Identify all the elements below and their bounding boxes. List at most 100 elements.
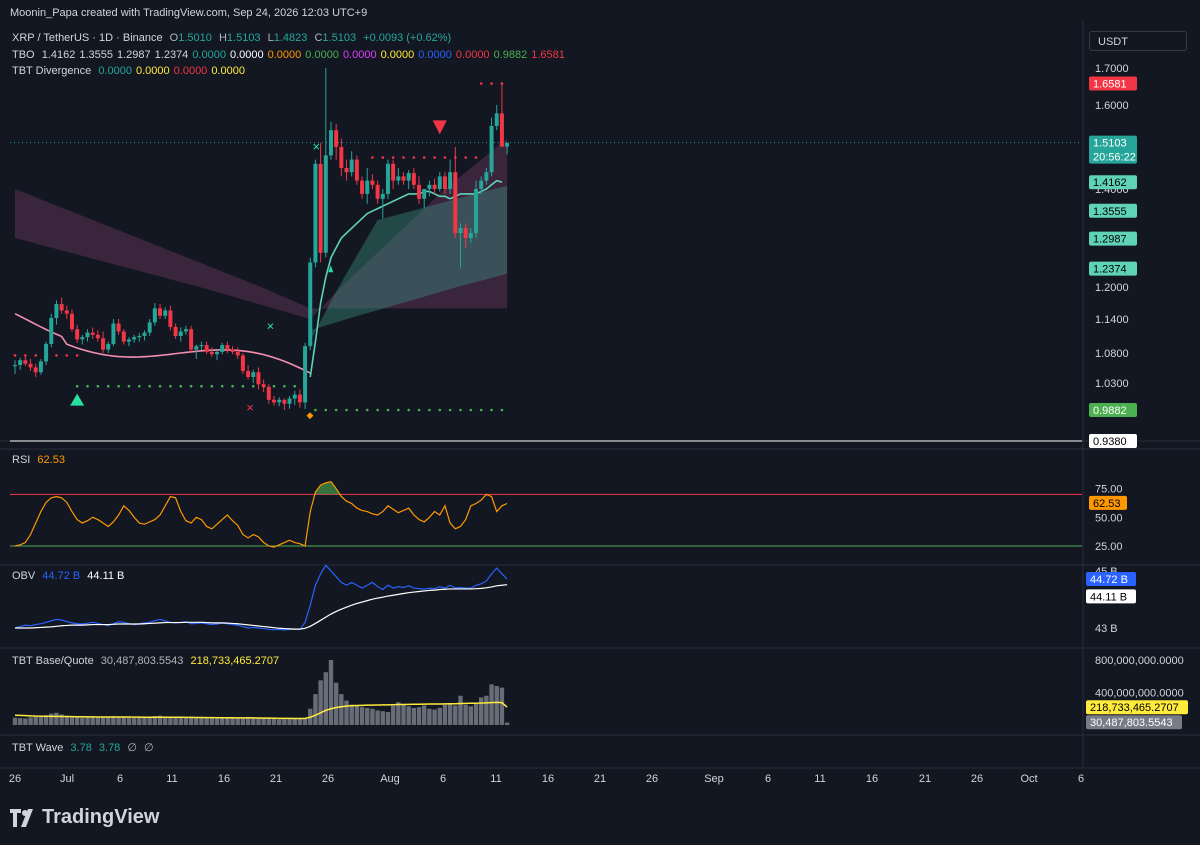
candle-body — [13, 365, 17, 367]
support-dots-late — [314, 408, 504, 412]
short-ema-cloud — [310, 185, 508, 342]
price-badge-bg — [1089, 135, 1137, 164]
obv-value: 44.72 B — [42, 570, 81, 582]
obv-label[interactable]: OBV — [12, 570, 36, 582]
candle-body — [121, 331, 126, 342]
volume-bar — [157, 715, 163, 725]
base-quote-legend: TBT Base/Quote 30,487,803.5543 218,733,4… — [12, 654, 283, 668]
time-axis-tick: 26 — [9, 773, 21, 785]
price-badge-bg — [1089, 203, 1137, 218]
candle-body — [256, 372, 261, 385]
sell-cross-marker: × — [246, 400, 254, 415]
volume-bar — [463, 704, 468, 725]
volume-bar — [85, 716, 90, 725]
volume-bar — [245, 716, 251, 725]
candle-body — [251, 372, 256, 377]
resistance-dots-top-dot — [490, 82, 493, 85]
creator-line: Moonin_Papa created with TradingView.com… — [10, 7, 368, 19]
volume-bar — [292, 718, 297, 725]
volume-bar — [365, 707, 370, 725]
price-badge-label: 0.9380 — [1093, 436, 1127, 448]
volume-bar — [168, 716, 173, 725]
volume-bar — [126, 717, 132, 725]
candle-body — [354, 159, 359, 181]
volume-bar — [204, 718, 209, 725]
candle-body — [225, 345, 230, 350]
volume-bar — [17, 718, 23, 725]
time-axis-tick: 21 — [919, 773, 931, 785]
candle-body — [152, 308, 157, 323]
resistance-dots-late — [371, 156, 478, 159]
support-dots-late-dot — [386, 408, 390, 412]
candle-body — [277, 399, 282, 403]
time-axis-tick: 21 — [594, 773, 606, 785]
candle-body — [64, 310, 69, 314]
close-label: C — [314, 32, 323, 44]
wave-label[interactable]: TBT Wave — [12, 742, 64, 754]
candle-body — [437, 176, 442, 189]
support-dots-late-dot — [345, 408, 348, 412]
divergence-label[interactable]: TBT Divergence — [12, 65, 92, 77]
volume-bar — [499, 687, 505, 725]
time-axis-tick: 6 — [117, 773, 123, 785]
price-badge-label: 1.5103 — [1093, 138, 1127, 150]
rsi-label[interactable]: RSI — [12, 454, 31, 466]
volume-bar — [313, 694, 318, 725]
candle-body — [406, 173, 411, 181]
tbo-value-5: 0.0000 — [229, 49, 264, 61]
support-dots-late-dot — [376, 408, 379, 412]
currency-button[interactable]: USDT — [1089, 31, 1187, 51]
price-badge-label: 1.2374 — [1093, 264, 1127, 276]
volume-bar — [100, 716, 106, 725]
tbo-value-6: 0.0000 — [267, 49, 302, 61]
candle-body — [235, 351, 240, 356]
volume-ma-badge-label: 218,733,465.2707 — [1090, 702, 1179, 714]
support-dots-late-dot — [438, 408, 442, 412]
volume-bar — [220, 717, 225, 725]
price-axis-tick: 1.7000 — [1095, 63, 1129, 75]
candle-body — [391, 163, 396, 181]
support-dots-mid — [75, 384, 307, 388]
support-dots-mid-dot — [200, 384, 203, 388]
candle-body — [80, 337, 85, 340]
divergence-legend: TBT Divergence 0.0000 0.0000 0.0000 0.0000 — [12, 64, 253, 78]
volume-bar — [111, 716, 116, 725]
time-axis-tick: 26 — [971, 773, 983, 785]
support-dots-mid-dot — [86, 384, 89, 388]
volume-bar — [261, 718, 266, 725]
price-axis-tick: 1.2000 — [1095, 282, 1129, 294]
candle-body — [163, 310, 168, 316]
candle-body — [266, 386, 271, 400]
support-dots-mid-dot — [293, 384, 297, 388]
divergence-values: 0.0000 0.0000 0.0000 0.0000 — [98, 65, 249, 77]
price-badge-label: 0.9882 — [1093, 405, 1127, 417]
rsi-axis-tick: 50.00 — [1095, 512, 1123, 524]
symbol-title[interactable]: XRP / TetherUS · 1D · Binance — [12, 32, 163, 44]
volume-bar — [43, 715, 49, 725]
volume-bar — [121, 717, 126, 725]
candle-body — [287, 398, 292, 404]
support-dots-late-dot — [324, 408, 328, 412]
base-quote-label[interactable]: TBT Base/Quote — [12, 655, 94, 667]
candle-body — [49, 317, 54, 344]
volume-bar — [401, 704, 406, 725]
volume-bar — [489, 684, 494, 725]
candle-body — [360, 180, 365, 194]
candle-body — [158, 308, 163, 316]
tbo-value-3: 1.2374 — [154, 49, 189, 61]
tradingview-logo[interactable]: TradingView — [10, 806, 159, 829]
price-axis-tick: 1.6000 — [1095, 100, 1129, 112]
resistance-dots-late-dot — [443, 156, 447, 159]
candle-body — [44, 343, 49, 362]
candle-body — [111, 323, 116, 344]
time-axis-tick: 26 — [322, 773, 334, 785]
candle-body — [494, 113, 499, 126]
tbo-label[interactable]: TBO — [12, 49, 35, 61]
wave-value-1: 3.78 — [70, 742, 92, 754]
support-dots-mid-dot — [231, 384, 234, 388]
candle-body — [215, 351, 220, 355]
tbo-value-10: 0.0000 — [418, 49, 452, 61]
volume-bar — [64, 716, 69, 725]
volume-badge-bg — [1086, 715, 1182, 730]
